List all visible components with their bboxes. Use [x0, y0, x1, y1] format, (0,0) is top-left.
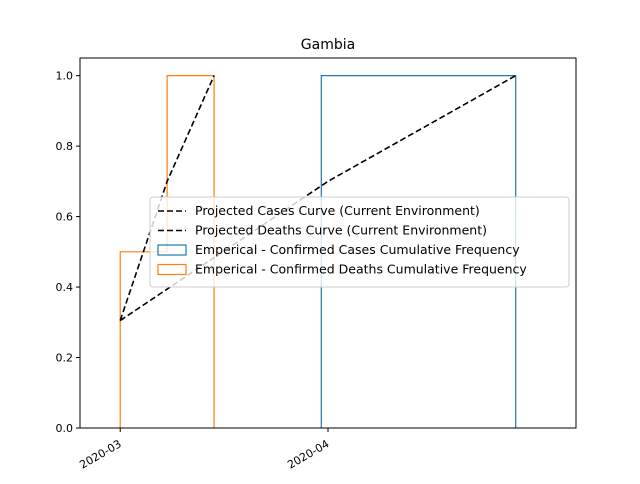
y-tick-label-3: 0.6 [56, 211, 74, 224]
legend-label-3: Emperical - Confirmed Deaths Cumulative … [195, 262, 527, 277]
y-tick-label-0: 0.0 [56, 422, 74, 435]
legend-box [149, 196, 570, 288]
legend: Projected Cases Curve (Current Environme… [149, 196, 570, 288]
y-tick-label-5: 1.0 [56, 70, 74, 83]
legend-label-0: Projected Cases Curve (Current Environme… [195, 203, 480, 218]
y-tick-label-1: 0.2 [56, 352, 74, 365]
legend-label-2: Emperical - Confirmed Cases Cumulative F… [195, 242, 520, 257]
legend-swatch-3 [157, 263, 187, 276]
y-tick-label-4: 0.8 [56, 140, 74, 153]
chart-title: Gambia [301, 37, 355, 53]
series-line-1 [119, 75, 215, 321]
legend-swatch-2 [157, 244, 187, 256]
legend-label-1: Projected Deaths Curve (Current Environm… [195, 223, 487, 238]
series-step-3 [119, 75, 215, 428]
y-tick-label-2: 0.4 [56, 281, 74, 294]
